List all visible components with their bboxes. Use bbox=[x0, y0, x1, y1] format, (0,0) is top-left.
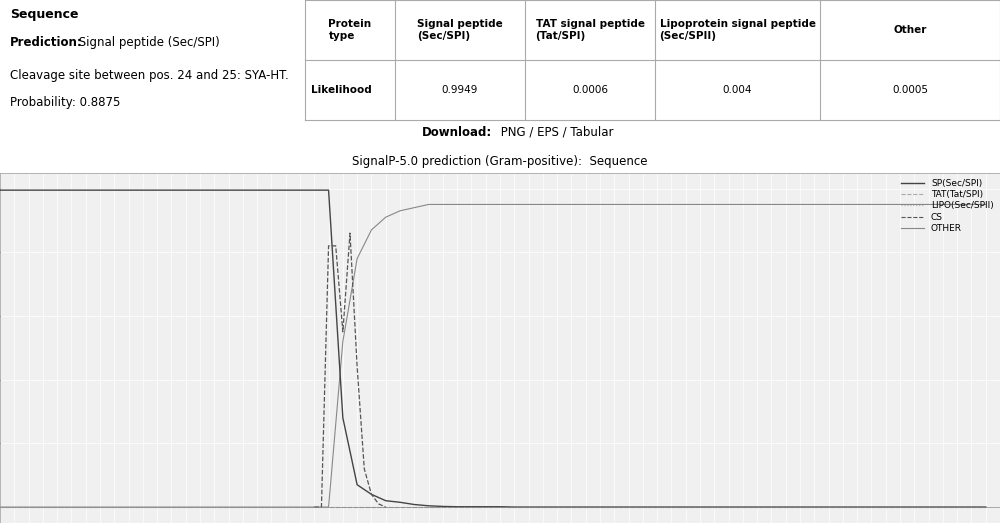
Text: Sequence: Sequence bbox=[10, 8, 78, 21]
Text: SignalP-5.0 prediction (Gram-positive):  Sequence: SignalP-5.0 prediction (Gram-positive): … bbox=[352, 155, 648, 167]
Text: Cleavage site between pos. 24 and 25: SYA-HT.: Cleavage site between pos. 24 and 25: SY… bbox=[10, 69, 289, 82]
Text: TAT signal peptide
(Tat/SPI): TAT signal peptide (Tat/SPI) bbox=[536, 19, 645, 41]
Text: 0.004: 0.004 bbox=[723, 85, 752, 95]
Text: Prediction:: Prediction: bbox=[10, 36, 83, 49]
Text: Protein
type: Protein type bbox=[328, 19, 372, 41]
Text: Probability: 0.8875: Probability: 0.8875 bbox=[10, 96, 120, 109]
Text: Download:: Download: bbox=[422, 126, 492, 139]
Text: 0.0005: 0.0005 bbox=[892, 85, 928, 95]
Text: Signal peptide
(Sec/SPI): Signal peptide (Sec/SPI) bbox=[417, 19, 503, 41]
Text: 0.0006: 0.0006 bbox=[572, 85, 608, 95]
Text: Lipoprotein signal peptide
(Sec/SPII): Lipoprotein signal peptide (Sec/SPII) bbox=[660, 19, 816, 41]
Text: Signal peptide (Sec/SPI): Signal peptide (Sec/SPI) bbox=[75, 36, 220, 49]
Text: PNG / EPS / Tabular: PNG / EPS / Tabular bbox=[497, 126, 614, 139]
Legend: SP(Sec/SPI), TAT(Tat/SPI), LIPO(Sec/SPII), CS, OTHER: SP(Sec/SPI), TAT(Tat/SPI), LIPO(Sec/SPII… bbox=[898, 175, 997, 236]
Text: Other: Other bbox=[893, 25, 927, 35]
Text: 0.9949: 0.9949 bbox=[442, 85, 478, 95]
Text: Likelihood: Likelihood bbox=[311, 85, 372, 95]
